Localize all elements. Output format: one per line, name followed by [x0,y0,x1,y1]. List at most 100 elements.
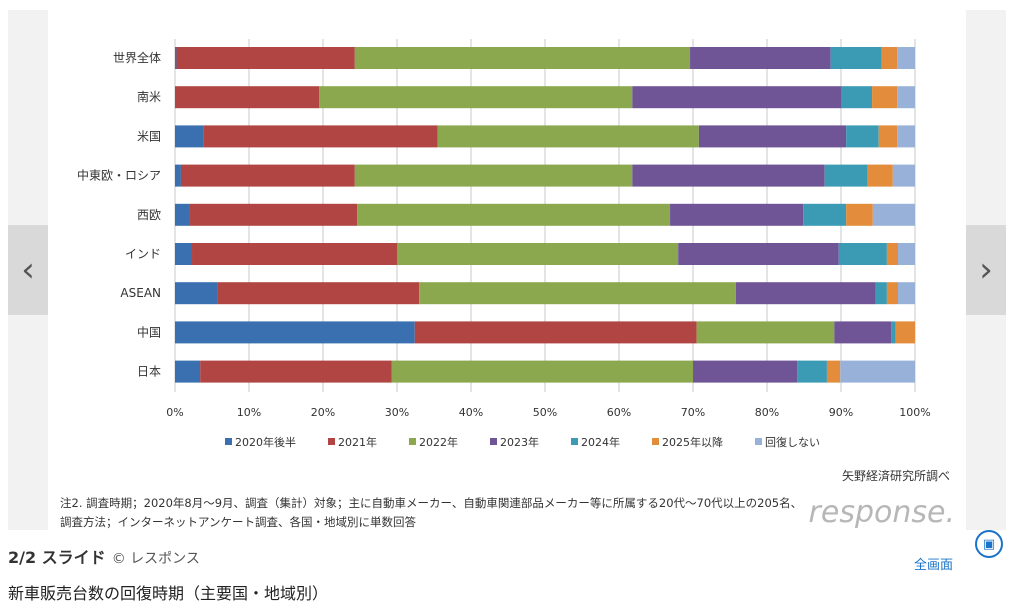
bar-segment [897,47,915,69]
bar-segment [175,360,201,383]
bar-segment [203,125,438,148]
bar-segment [872,203,915,226]
bar-segment [632,86,842,109]
chevron-left-icon: ‹ [21,250,35,290]
y-category-label: 中国 [137,324,161,339]
bar-segment [875,282,887,305]
bar-segment [830,47,882,69]
legend-label: 2025年以降 [662,435,723,449]
bar-segment [319,86,633,109]
note-text: 調査方法；インターネットアンケート調査、各国・地域別に単数回答 [60,515,417,529]
y-category-label: 世界全体 [113,50,161,65]
bar-segment [678,243,839,265]
bar-segment [897,86,915,109]
bar-segment [895,321,915,344]
x-tick-label: 80% [755,406,779,419]
legend-label: 2021年 [338,435,377,449]
bar-segment [175,164,181,187]
y-category-label: 西欧 [137,208,161,222]
bar-segment [846,203,873,226]
bar-segment [175,282,218,305]
x-tick-label: 50% [533,406,557,419]
x-tick-label: 90% [829,406,853,419]
bar-segment [180,164,355,187]
bar-segment [419,282,736,305]
legend-label: 2022年 [419,435,458,449]
bar-segment [189,203,358,226]
fullscreen-button[interactable]: 全画面 [914,558,954,573]
chevron-right-icon: › [979,250,993,290]
slide-title: 新車販売台数の回復時期（主要国・地域別） [8,584,329,603]
x-tick-label: 40% [459,406,483,419]
bar-segment [891,321,896,344]
bar-segment [841,86,873,109]
legend-swatch [490,438,497,445]
bar-segment [200,360,392,383]
bar-segment [886,282,898,305]
note-text: 注2. 調査時期；2020年8月～9月、調査（集計）対象；主に自動車メーカー、自… [60,496,802,510]
legend-swatch [652,438,659,445]
bar-segment [892,164,915,187]
bar-segment [670,203,804,226]
x-tick-label: 30% [385,406,409,419]
next-slide-button[interactable]: › [966,225,1006,315]
slide-counter: 2/2 スライド [8,548,106,567]
bar-segment [391,360,693,383]
legend-label: 2024年 [581,435,620,449]
x-tick-label: 70% [681,406,705,419]
bar-segment [354,47,691,69]
slideshow: 0% 10% 20% 30% 40% 50% 60% 70% 80% 90% 100% 世界全体 南米米… [8,10,1006,530]
legend-swatch [409,438,416,445]
source-text: 矢野経済研究所調べ [842,468,950,483]
bar-segment [878,125,898,148]
bar-segment [175,47,177,69]
bar-segment [886,243,898,265]
x-tick-label: 20% [311,406,335,419]
bar-segment [176,47,355,69]
bar-segment [693,360,798,383]
x-tick-label: 100% [899,406,930,419]
stacked-bar-chart: 0% 10% 20% 30% 40% 50% 60% 70% 80% 90% 100% 世界全体南米米… [60,39,955,530]
bar-segment [175,86,320,109]
legend-swatch [225,438,232,445]
bar-segment [797,360,827,383]
legend-label: 回復しない [765,436,820,449]
bar-segment [840,360,915,383]
bar-segment [175,243,193,265]
bar-segment [897,125,915,148]
bar-segment [803,203,847,226]
bar-segment [175,203,190,226]
watermark-logo: response. [809,495,955,530]
y-category-label: 日本 [137,365,161,379]
bar-segment [867,164,893,187]
y-category-label: ASEAN [120,286,161,300]
bar-segment [192,243,397,265]
bar-segment [217,282,420,305]
bar-segment [735,282,876,305]
bar-segment [897,282,915,305]
bar-segment [357,203,671,226]
bar-segment [632,164,825,187]
bar-segment [834,321,892,344]
bar-segment [696,321,835,344]
previous-slide-button[interactable]: ‹ [8,225,48,315]
y-category-label: 米国 [137,129,161,143]
bar-segment [846,125,879,148]
y-category-label: 中東欧・ロシア [77,168,161,183]
legend-swatch [755,438,762,445]
bar-segment [838,243,887,265]
fullscreen-icon[interactable]: ▣ [975,530,1003,558]
y-category-label: 南米 [137,89,161,104]
copyright: © レスポンス [111,551,200,567]
bar-segment [175,125,204,148]
legend-label: 2023年 [500,435,539,449]
legend-swatch [571,438,578,445]
bar-segment [414,321,697,344]
bar-segment [824,164,868,187]
bar-segment [397,243,679,265]
bar-segment [872,86,898,109]
bar-segment [881,47,898,69]
legend-label: 2020年後半 [235,435,296,449]
bar-segment [897,243,915,265]
bar-segment [175,321,415,344]
